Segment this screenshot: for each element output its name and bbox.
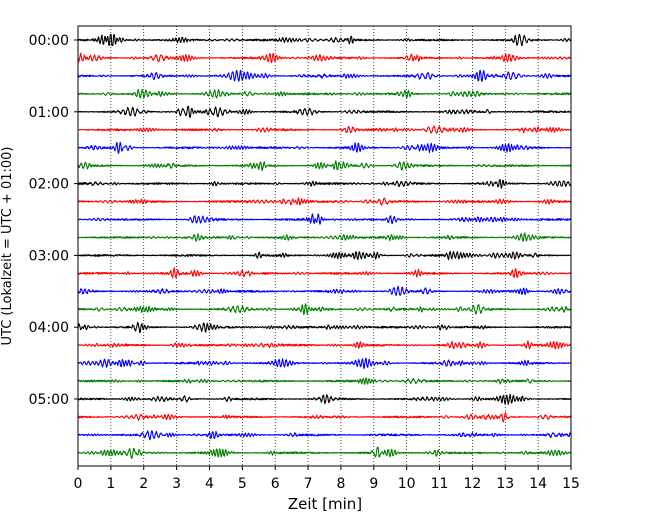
- y-axis-label: UTC (Lokalzeit = UTC + 01:00): [0, 147, 15, 346]
- seismic-trace: [77, 377, 572, 386]
- seismic-trace: [77, 160, 572, 172]
- seismic-trace: [77, 33, 572, 47]
- seismic-trace: [77, 321, 572, 334]
- seismic-trace: [77, 179, 572, 189]
- plot-frame: [77, 25, 572, 467]
- seismic-trace: [77, 52, 572, 64]
- x-tick-label: 11: [431, 476, 449, 492]
- y-tick-label: 01:00: [29, 105, 69, 121]
- grid-lines: [110, 26, 539, 466]
- y-tick-label: 04:00: [29, 320, 69, 336]
- seismic-trace: [77, 69, 572, 82]
- seismic-trace: [77, 250, 572, 261]
- seismic-trace: [77, 232, 572, 242]
- x-tick-label: 1: [106, 476, 115, 492]
- x-tick-label: 7: [304, 476, 313, 492]
- y-tick-label: 00:00: [29, 33, 69, 49]
- y-tick-label: 05:00: [29, 392, 69, 408]
- x-tick-label: 13: [496, 476, 514, 492]
- x-axis-label: Zeit [min]: [288, 495, 362, 513]
- seismic-trace: [77, 393, 572, 405]
- x-tick-label: 8: [336, 476, 345, 492]
- x-tick-label: 12: [463, 476, 481, 492]
- y-axis-ticks: 00:00 01:00 02:00 03:00 04:00 05:00: [29, 33, 78, 408]
- seismic-traces: [77, 33, 572, 459]
- seismic-trace: [77, 446, 572, 459]
- x-axis-ticks: 0 1 2 3 4 5 6 7 8 9 10 11 12 13 14 15: [74, 466, 580, 492]
- x-tick-label: 5: [238, 476, 247, 492]
- x-tick-label: 14: [529, 476, 547, 492]
- x-tick-label: 10: [398, 476, 416, 492]
- x-tick-label: 0: [74, 476, 83, 492]
- x-tick-label: 4: [205, 476, 214, 492]
- x-tick-label: 9: [369, 476, 378, 492]
- seismic-trace: [77, 357, 572, 369]
- x-tick-label: 6: [271, 476, 280, 492]
- y-tick-label: 03:00: [29, 248, 69, 264]
- seismic-trace: [77, 430, 572, 441]
- seismic-trace: [77, 303, 572, 316]
- seismic-trace: [77, 412, 572, 423]
- x-tick-label: 3: [172, 476, 181, 492]
- y-tick-label: 02:00: [29, 177, 69, 193]
- seismic-trace: [77, 340, 572, 350]
- x-tick-label: 15: [562, 476, 580, 492]
- seismic-trace: [77, 105, 572, 118]
- seismic-trace: [77, 197, 572, 206]
- seismic-trace: [77, 213, 572, 225]
- seismic-trace: [77, 88, 572, 99]
- seismic-trace: [77, 285, 572, 297]
- seismic-trace: [77, 267, 572, 279]
- seismic-trace: [77, 141, 572, 154]
- seismic-trace: [77, 125, 572, 134]
- x-tick-label: 2: [139, 476, 148, 492]
